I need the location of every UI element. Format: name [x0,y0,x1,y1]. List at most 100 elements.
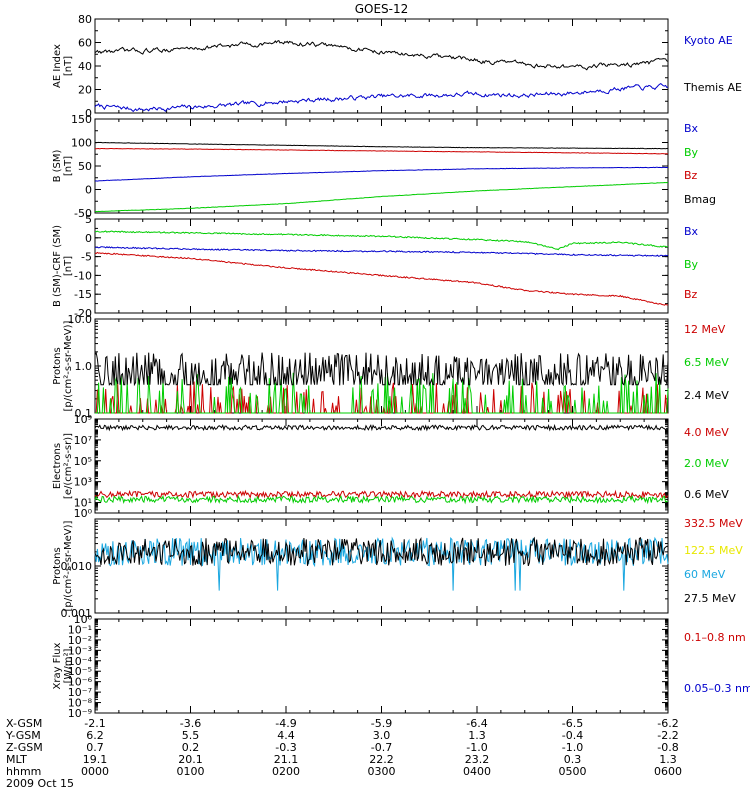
series-line-bmag [94,141,669,150]
y-tick-label: 20 [78,84,92,97]
x-tick-value: 0500 [559,765,587,778]
y-tick-label: 0.010 [61,560,93,573]
x-tick-value: 4.4 [277,729,295,742]
x-tick-value: 23.2 [465,753,490,766]
y-tick-label: -50 [74,207,92,220]
legend-entry: By [684,146,699,159]
x-tick-value: -3.6 [180,717,201,730]
legend-entry: 27.5 MeV [684,592,736,605]
x-tick-value: -0.3 [275,741,296,754]
y-tick-label: 10⁻³ [68,644,92,657]
legend-entry: Bz [684,169,698,182]
y-tick-label: 10⁻¹ [68,623,92,636]
legend-entry: 0.6 MeV [684,488,729,501]
x-tick-value: 0600 [654,765,682,778]
panel-protons1: 0.1 1.0 10.0 Protons [p/(cm²-s-sr-MeV)] 12 Me… [52,313,729,420]
legend-entry: 4.0 MeV [684,426,729,439]
x-axis-table: X-GSM -2.1 -3.6 -4.9 -5.9 -6.4 -6.5 -6.2 Y-GSM 6.… [5,717,682,790]
x-tick-value: 20.1 [178,753,203,766]
x-tick-value: 5.5 [182,729,200,742]
y-tick-label: 5 [85,213,92,226]
y-tick-label: 10⁻⁶ [68,676,93,689]
y-tick-label: 80 [78,13,92,26]
y-tick-label: 10⁵ [74,455,92,468]
x-tick-value: 21.1 [274,753,299,766]
series-line-by [94,230,669,251]
x-tick-value: 1.3 [468,729,486,742]
series-line-0-6-mev [94,423,669,432]
x-tick-value: -0.8 [657,741,678,754]
y-axis-label: B (SM)-CRF (SM) [52,225,63,307]
y-tick-label: 10⁷ [74,434,92,447]
y-tick-label: 40 [78,60,92,73]
y-tick-label: 0 [85,107,92,120]
x-tick-value: -6.2 [657,717,678,730]
y-tick-label: -10 [74,269,92,282]
x-tick-value: 6.2 [86,729,104,742]
x-tick-value: 0.7 [86,741,104,754]
x-row-label: Z-GSM [6,741,43,754]
y-axis-label: AE Index [52,44,63,88]
panel-frame [94,618,669,714]
series-line-27-5-mev [94,536,669,567]
y-tick-label: 10⁻⁹ [68,707,92,720]
y-tick-label: 10³ [74,476,92,489]
y-tick-label: 150 [71,113,92,126]
legend-entry: Bz [684,288,698,301]
x-tick-value: 0300 [368,765,396,778]
y-tick-label: -20 [74,307,92,320]
y-tick-label: 0 [85,184,92,197]
legend-entry: 122.5 MeV [684,544,743,557]
panel-bsm: -50 0 50 100 150 B (SM) [nT] Bx By Bz Bmag [52,113,716,220]
y-axis-label: Protons [52,547,63,584]
legend-entry: 0.1–0.8 nm [684,631,746,644]
y-tick-label: -5 [81,251,92,264]
legend-entry: 6.5 MeV [684,356,729,369]
y-axis-label: [e/(cm²-s-sr)] [63,433,74,499]
x-tick-value: 0.2 [182,741,200,754]
legend-entry: 0.05–0.3 nm [684,682,750,695]
x-row-label: X-GSM [6,717,42,730]
x-tick-value: -2.2 [657,729,678,742]
y-tick-label: 1.0 [75,360,93,373]
x-tick-value: -1.0 [466,741,487,754]
y-axis-label: [p/(cm²-s-sr-MeV)] [63,520,74,611]
x-tick-value: 0200 [272,765,300,778]
x-row-label: MLT [6,753,27,766]
series-line-bx [94,246,669,257]
x-row-label: hhmm [6,765,41,778]
y-tick-label: -15 [74,288,92,301]
y-axis-label: [p/(cm²-s-sr-MeV)] [63,320,74,411]
legend-entry: By [684,258,699,271]
panel-ae: 0 20 40 60 80 AE Index [nT] Kyoto AE Themis AE [52,13,742,120]
legend-entry: 2.0 MeV [684,457,729,470]
x-tick-value: -0.7 [371,741,392,754]
y-tick-label: 10.0 [68,313,93,326]
series-line-bz [95,147,669,155]
series-line-bx [94,166,668,182]
y-axis-label: B (SM) [52,149,63,182]
legend-entry: 60 MeV [684,568,726,581]
series-line-2-0-mev [94,494,669,505]
series-line-kyoto-ae [94,82,669,113]
series-line-2-4-mev [94,351,669,387]
y-axis-label: Protons [52,347,63,384]
panel-frame [94,518,669,614]
y-axis-label: [W/m²] [63,648,74,683]
y-axis-label: Electrons [52,443,63,489]
x-tick-value: 22.2 [369,753,394,766]
y-tick-label: 10⁹ [74,413,92,426]
y-tick-label: 0.1 [75,407,93,420]
x-tick-value: 0.3 [564,753,582,766]
x-tick-value: -5.9 [371,717,392,730]
panel-bdiff: -20 -15 -10 -5 0 5 B (SM)-CRF (SM) [nT] Bx By Bz [52,213,699,320]
legend-entry: 332.5 MeV [684,517,743,530]
y-tick-label: 10⁰ [74,507,93,520]
y-tick-label: 0.001 [61,607,93,620]
legend-entry: 12 MeV [684,323,726,336]
chart-title: GOES-12 [355,2,409,16]
x-tick-value: 0000 [81,765,109,778]
x-tick-value: -2.1 [84,717,105,730]
